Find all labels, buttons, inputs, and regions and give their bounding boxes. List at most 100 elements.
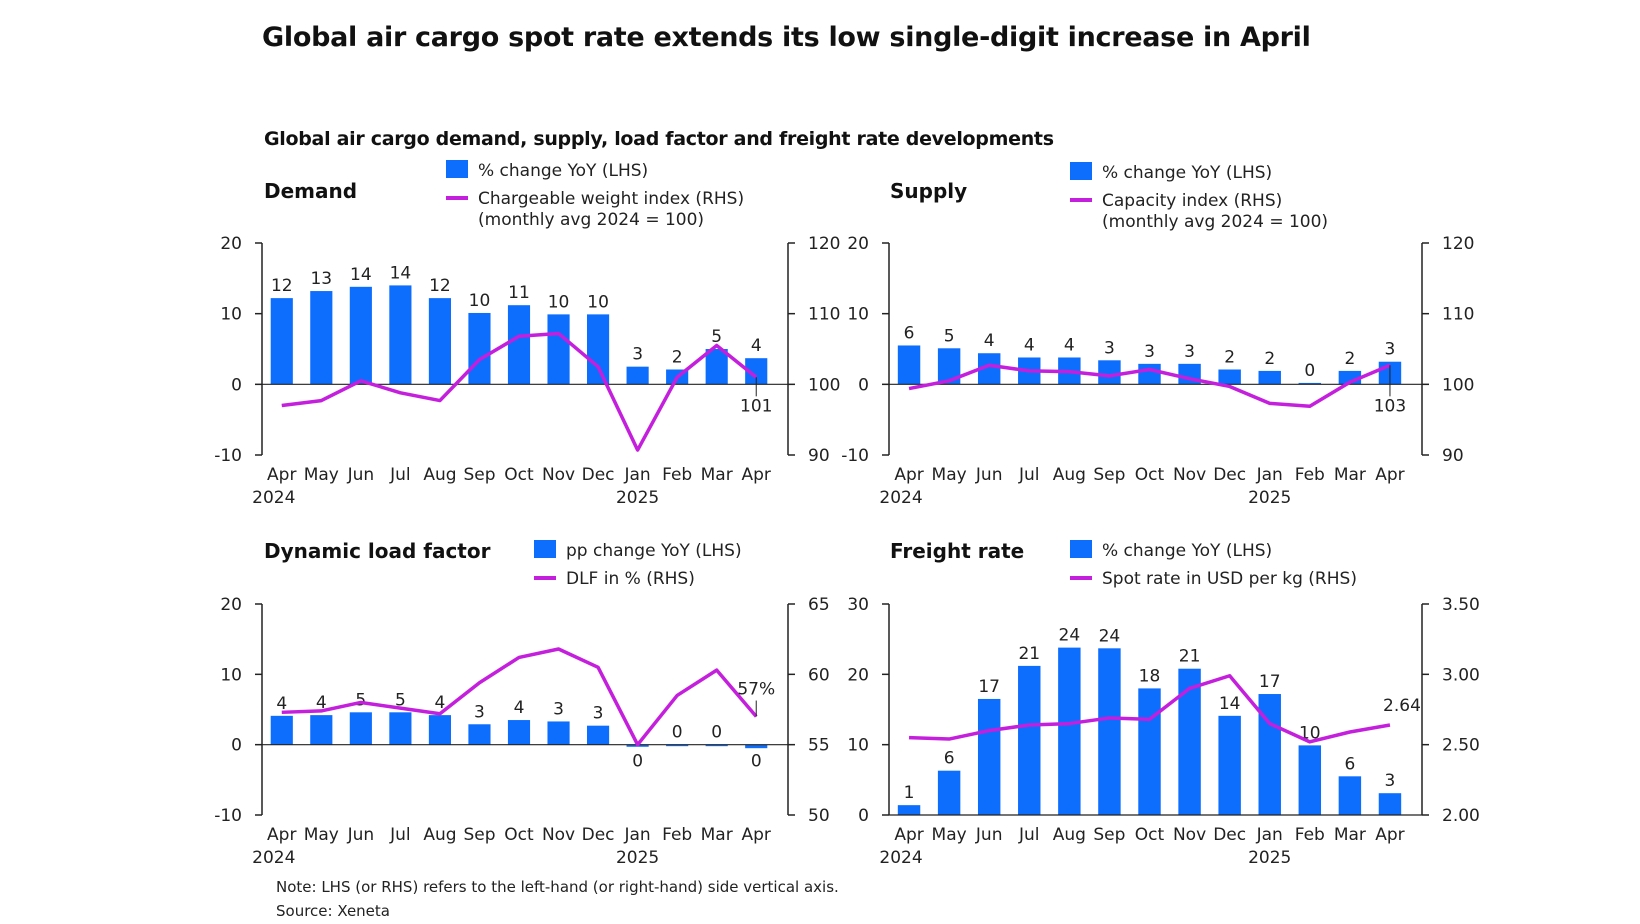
bar-value-label: 24 — [1059, 626, 1081, 646]
bar-value-label: 21 — [1179, 647, 1201, 667]
bar — [1058, 647, 1081, 815]
x-tick-label: Dec — [1213, 825, 1246, 845]
left-tick-label: 0 — [231, 375, 242, 395]
bar — [705, 349, 728, 385]
left-tick-label: 0 — [858, 806, 869, 826]
x-tick-label: Aug — [1053, 825, 1086, 845]
x-tick-label: Dec — [1213, 465, 1246, 485]
x-tick-label: Jul — [389, 825, 411, 845]
bar-value-label: 4 — [751, 336, 762, 356]
legend-line-label: DLF in % (RHS) — [566, 569, 695, 589]
bar — [428, 298, 451, 385]
bar-value-label: 14 — [390, 263, 412, 283]
right-tick-label: 60 — [808, 665, 830, 685]
bar-value-label: 4 — [1024, 335, 1035, 355]
x-tick-label: Sep — [1093, 825, 1125, 845]
panel-title: Demand — [264, 179, 357, 203]
left-axis: -10 0 10 20 — [214, 595, 263, 826]
legend-bar-label: % change YoY (LHS) — [1102, 541, 1272, 561]
bar — [745, 744, 768, 749]
bar — [270, 715, 293, 745]
footnote: Note: LHS (or RHS) refers to the left-ha… — [276, 878, 839, 896]
x-axis-labels: Apr May Jun Jul Aug Sep Oct Nov Dec Jan Feb Mar Apr 2… — [879, 465, 1404, 508]
legend: % change YoY (LHS) Spot rate in USD per k… — [1070, 540, 1357, 589]
x-tick-label: Oct — [1135, 465, 1165, 485]
x-tick-label: Jun — [347, 465, 375, 485]
line-end-annotation: 57% — [737, 680, 775, 717]
x-tick-label: Mar — [701, 465, 733, 485]
panel-title: Freight rate — [890, 539, 1024, 563]
x-year-label: 2024 — [252, 488, 295, 508]
x-tick-label: Jul — [389, 465, 411, 485]
legend-bar-label: % change YoY (LHS) — [1102, 163, 1272, 183]
bar-value-label: 12 — [429, 276, 451, 296]
right-tick-label: 3.00 — [1442, 665, 1480, 685]
bar — [1338, 776, 1362, 815]
bar-labels: 6 5 4 4 4 3 3 3 2 2 0 2 3 — [904, 323, 1396, 380]
bar-value-label: 5 — [355, 690, 366, 710]
bar-value-label: 3 — [632, 345, 643, 365]
bar-series — [897, 345, 1402, 385]
right-tick-label: 100 — [1442, 375, 1474, 395]
bar — [977, 353, 1001, 385]
legend-bar-swatch — [446, 160, 468, 178]
bar — [547, 314, 570, 385]
x-tick-label: Feb — [1295, 825, 1325, 845]
bar-value-label: 24 — [1099, 626, 1121, 646]
bar — [1218, 715, 1241, 815]
bar-value-label: 0 — [632, 752, 643, 772]
bar — [468, 724, 491, 745]
left-tick-label: 20 — [220, 234, 242, 254]
line-end-annotation: 101 — [740, 377, 772, 416]
bar-labels: 4 4 5 5 4 3 4 3 3 0 0 0 0 — [276, 690, 761, 771]
left-tick-label: -10 — [841, 446, 869, 466]
page-title: Global air cargo spot rate extends its l… — [262, 22, 1311, 53]
bar — [1218, 369, 1241, 385]
bar-value-label: 2 — [1224, 347, 1235, 367]
bar — [349, 712, 372, 745]
legend: pp change YoY (LHS) DLF in % (RHS) — [534, 540, 742, 589]
bar — [1098, 360, 1121, 385]
right-tick-label: 90 — [808, 446, 830, 466]
right-tick-label: 2.50 — [1442, 736, 1480, 756]
bar — [626, 366, 649, 385]
bar — [547, 721, 570, 745]
bar-value-label: 0 — [672, 723, 683, 743]
right-axis: 90 100 110 120 — [787, 234, 840, 466]
x-tick-label: Apr — [742, 465, 771, 485]
x-tick-label: Nov — [1173, 825, 1206, 845]
bar — [1298, 382, 1322, 385]
legend-line-label: (monthly avg 2024 = 100) — [1102, 212, 1328, 232]
panel-demand: Demand % change YoY (LHS) Chargeable weigh… — [214, 160, 840, 508]
bar-value-label: 2 — [1344, 349, 1355, 369]
left-tick-label: 10 — [220, 305, 242, 325]
right-tick-label: 90 — [1442, 446, 1464, 466]
x-tick-label: Apr — [1375, 465, 1404, 485]
legend-bar-swatch — [1070, 540, 1092, 558]
panel-supply: Supply % change YoY (LHS) Capacity index (… — [841, 162, 1474, 508]
x-tick-label: Apr — [1375, 825, 1404, 845]
bar-value-label: 3 — [1385, 771, 1396, 791]
right-tick-label: 110 — [808, 305, 840, 325]
right-tick-label: 65 — [808, 595, 830, 615]
bar — [507, 720, 531, 745]
x-tick-label: Jan — [624, 825, 651, 845]
right-tick-label: 3.50 — [1442, 595, 1480, 615]
bar-value-label: 3 — [1184, 342, 1195, 362]
legend: % change YoY (LHS) Chargeable weight inde… — [446, 160, 744, 230]
x-tick-label: Dec — [582, 465, 615, 485]
right-axis: 2.00 2.50 3.00 3.50 — [1421, 595, 1480, 826]
bar-value-label: 14 — [1219, 694, 1241, 714]
bar-labels: 12 13 14 14 12 10 11 10 10 3 2 5 4 — [271, 263, 762, 367]
bar-value-label: 14 — [350, 265, 372, 285]
bar-value-label: 21 — [1018, 644, 1040, 664]
bar-value-label: 3 — [553, 699, 564, 719]
left-tick-label: 30 — [847, 595, 869, 615]
left-axis: 0 10 20 30 — [847, 595, 890, 826]
bar — [1298, 745, 1322, 815]
legend-bar-label: % change YoY (LHS) — [478, 161, 648, 181]
left-tick-label: 10 — [847, 736, 869, 756]
x-tick-label: Oct — [504, 465, 534, 485]
bar-value-label: 3 — [1385, 340, 1396, 360]
